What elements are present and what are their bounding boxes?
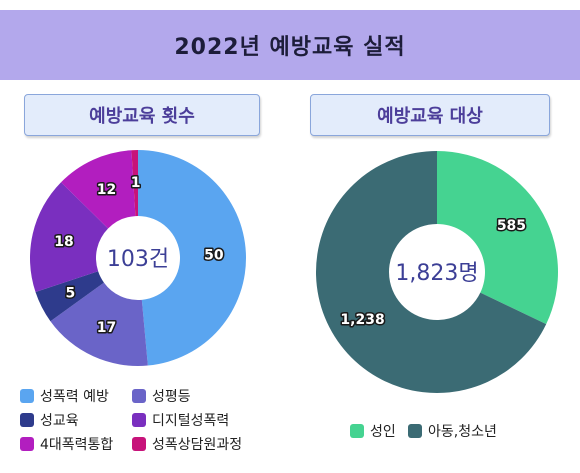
legend-swatch [20, 437, 34, 451]
chart-title-target-label: 예방교육 대상 [377, 106, 483, 127]
legend-item-0-5: 성폭상담원과정 [132, 434, 242, 454]
legend-label: 디지털성폭력 [152, 413, 230, 429]
slice-1-1 [315, 151, 547, 393]
data-label-0-3: 18 [54, 234, 73, 250]
data-label-0-5: 1 [131, 175, 141, 191]
chart-title-target: 예방교육 대상 [310, 94, 550, 136]
legend-label: 성교육 [40, 413, 79, 429]
center-total-0: 103건 [107, 247, 169, 272]
legend-swatch [20, 389, 34, 403]
legend-item-0-2: 성교육 [20, 410, 79, 430]
center-total-1: 1,823명 [395, 261, 478, 286]
data-label-0-1: 17 [97, 320, 116, 336]
data-label-1-0: 585 [497, 218, 526, 234]
legend-label: 아동,청소년 [428, 424, 497, 440]
legend-item-0-4: 4대폭력통합 [20, 434, 113, 454]
legend-swatch [408, 424, 422, 438]
legend-swatch [350, 424, 364, 438]
header-banner: 2022년 예방교육 실적 [0, 10, 580, 80]
data-label-1-1: 1,238 [340, 312, 384, 328]
legend-item-0-3: 디지털성폭력 [132, 410, 229, 430]
chart-title-count: 예방교육 횟수 [24, 94, 260, 136]
legend-item-0-0: 성폭력 예방 [20, 386, 109, 406]
legend-label: 성평등 [152, 389, 191, 405]
slice-0-4 [61, 150, 136, 229]
slice-0-2 [35, 271, 104, 322]
legend-swatch [132, 437, 146, 451]
legend-item-1-0: 성인 [350, 421, 396, 441]
legend-label: 성폭력 예방 [40, 389, 109, 405]
slice-1-0 [437, 151, 558, 325]
legend-swatch [132, 413, 146, 427]
data-label-0-4: 12 [97, 182, 116, 198]
data-label-0-2: 5 [65, 286, 75, 302]
data-label-0-0: 50 [204, 248, 224, 264]
slice-0-5 [131, 150, 138, 217]
chart-title-count-label: 예방교육 횟수 [89, 106, 195, 127]
legend-label: 성폭상담원과정 [152, 437, 243, 453]
page-title: 2022년 예방교육 실적 [174, 35, 406, 60]
legend-label: 4대폭력통합 [40, 437, 114, 453]
slice-0-3 [30, 182, 109, 292]
slice-0-1 [50, 282, 148, 366]
legend-swatch [20, 413, 34, 427]
legend-item-1-1: 아동,청소년 [408, 421, 497, 441]
legend-label: 성인 [370, 424, 396, 440]
legend-swatch [132, 389, 146, 403]
legend-item-0-1: 성평등 [132, 386, 191, 406]
slice-0-0 [138, 150, 247, 366]
